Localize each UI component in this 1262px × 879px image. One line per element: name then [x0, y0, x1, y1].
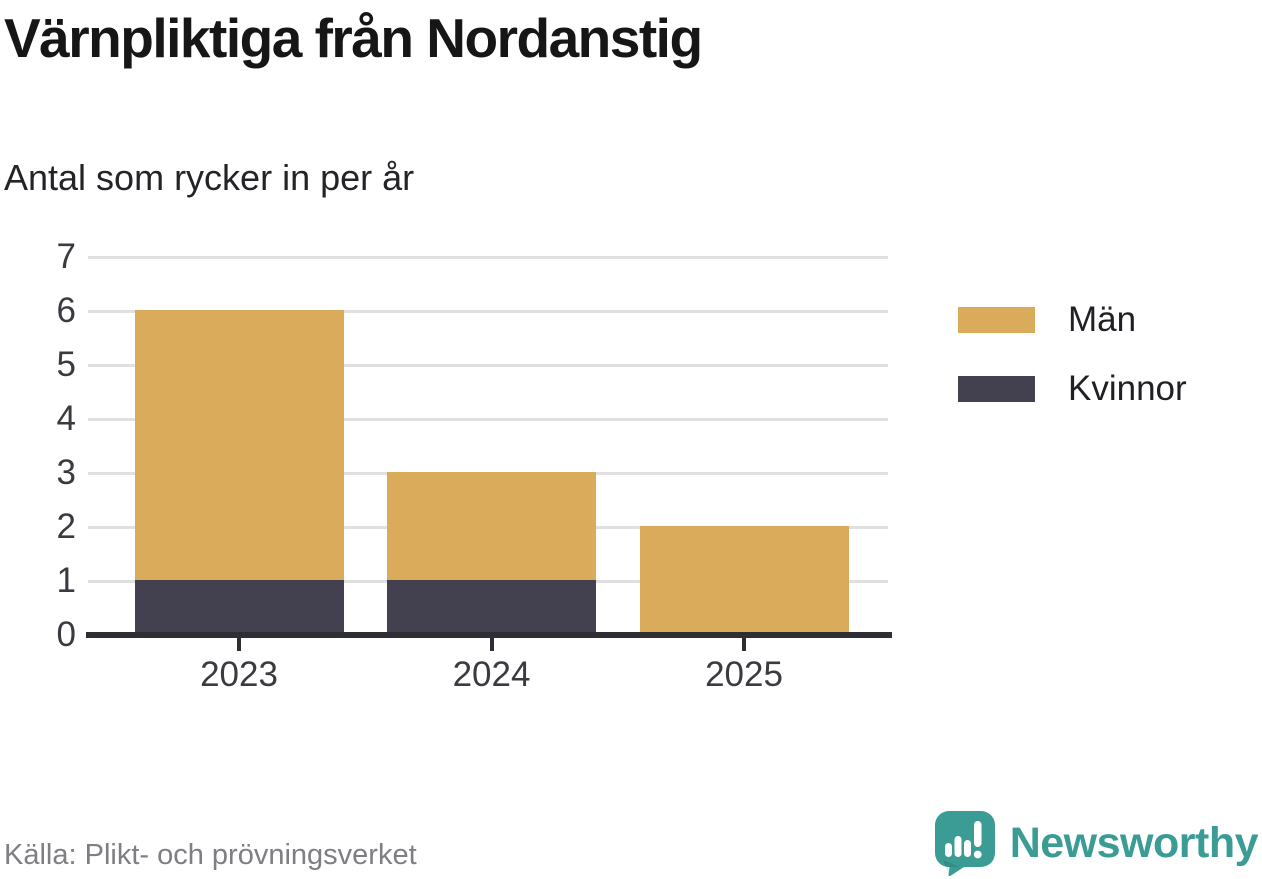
newsworthy-logo-icon [934, 811, 995, 876]
gridline-y4 [88, 418, 888, 421]
x-tick-2024 [489, 637, 494, 651]
y-tick-label-0: 0 [56, 615, 76, 654]
x-tick-label-2023: 2023 [200, 655, 278, 694]
y-tick-label-1: 1 [56, 561, 76, 600]
x-tick-2023 [237, 637, 241, 651]
legend-swatch-kvinnor [958, 376, 1035, 402]
x-axis-line [86, 632, 892, 638]
legend-label-kvinnor: Kvinnor [1068, 369, 1187, 408]
legend-label-män: Män [1068, 300, 1137, 339]
y-tick-label-2: 2 [56, 507, 76, 546]
bar-segment-kvinnor-2024 [387, 580, 596, 634]
y-tick-label-7: 7 [56, 237, 76, 276]
chart-legend: Män Kvinnor [958, 300, 1187, 438]
chart-title: Värnpliktiga från Nordanstig [4, 7, 703, 69]
brand-lockup: Newsworthy [934, 810, 1259, 876]
source-note: Källa: Plikt- och prövningsverket [4, 839, 417, 871]
legend-item-män: Män [958, 300, 1187, 340]
bar-segment-män-2023 [134, 310, 344, 580]
y-tick-label-5: 5 [56, 345, 76, 384]
chart-subtitle: Antal som rycker in per år [4, 157, 415, 198]
gridline-y7 [88, 256, 888, 259]
y-tick-label-4: 4 [56, 399, 76, 438]
bar-segment-män-2025 [639, 526, 849, 634]
gridline-y6 [88, 310, 888, 313]
bar-segment-kvinnor-2023 [134, 580, 344, 634]
x-tick-2025 [742, 637, 746, 651]
x-tick-label-2024: 2024 [452, 655, 531, 694]
brand-name: Newsworthy [1009, 818, 1259, 867]
x-tick-label-2025: 2025 [705, 655, 783, 694]
bar-segment-män-2024 [387, 472, 596, 580]
y-tick-label-6: 6 [56, 291, 76, 330]
legend-item-kvinnor: Kvinnor [958, 369, 1187, 409]
plot-area [88, 256, 888, 636]
gridline-y5 [88, 364, 888, 367]
y-tick-label-3: 3 [56, 453, 76, 492]
legend-swatch-män [958, 307, 1035, 333]
